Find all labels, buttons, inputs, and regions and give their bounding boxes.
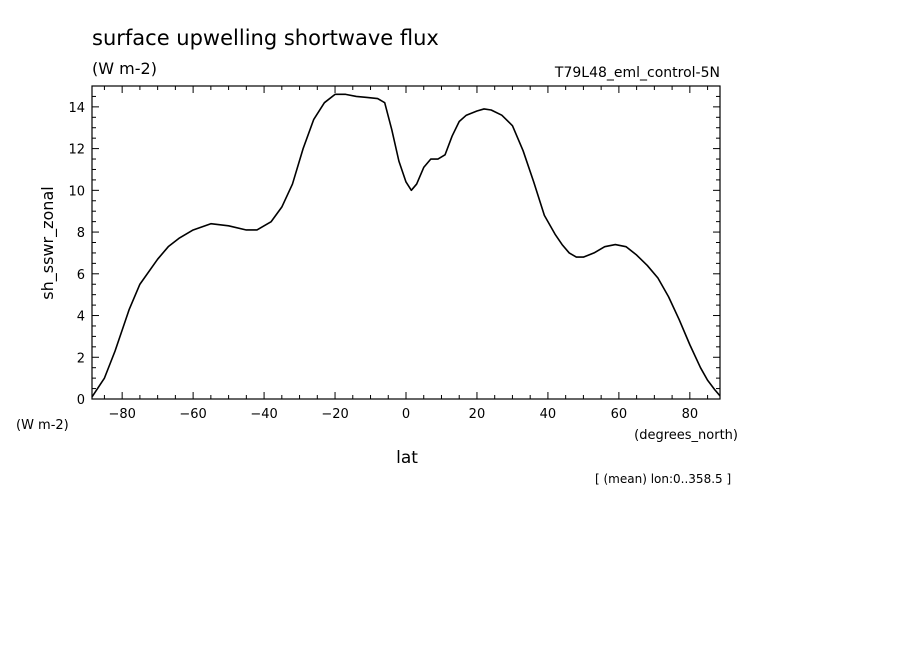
x-tick-label: −40 <box>250 407 277 422</box>
x-axis-label: lat <box>396 448 418 468</box>
y-axis-units: (W m-2) <box>16 418 69 433</box>
x-tick-label: 80 <box>682 407 699 422</box>
y-axis-label: sh_sswr_zonal <box>38 186 58 299</box>
x-tick-label: −20 <box>321 407 348 422</box>
y-tick-label: 4 <box>77 310 85 325</box>
units-label: (W m-2) <box>92 59 157 78</box>
x-tick-label: 40 <box>540 407 557 422</box>
x-axis-units: (degrees_north) <box>634 428 738 443</box>
series-line <box>91 93 721 398</box>
chart-title: surface upwelling shortwave flux <box>92 26 439 50</box>
y-tick-label: 12 <box>68 143 85 158</box>
y-tick-label: 0 <box>77 393 85 408</box>
x-tick-label: 20 <box>469 407 486 422</box>
x-tick-label: 0 <box>402 407 410 422</box>
x-tick-label: −60 <box>179 407 206 422</box>
tick-labels: −80 −60 −40 −20 0 20 40 60 80 0 2 4 6 8 10 12 14 <box>68 101 698 422</box>
footer-note: [ (mean) lon:0..358.5 ] <box>595 472 731 486</box>
x-tick-label: −80 <box>108 407 135 422</box>
y-tick-label: 14 <box>68 101 85 116</box>
axis-ticks <box>92 85 720 400</box>
y-tick-label: 2 <box>77 351 85 366</box>
x-tick-label: 60 <box>611 407 628 422</box>
plot-frame <box>91 85 721 400</box>
y-tick-label: 6 <box>77 268 85 283</box>
y-tick-label: 10 <box>68 184 85 199</box>
y-tick-label: 8 <box>77 226 85 241</box>
dataset-label: T79L48_eml_control-5N <box>554 65 720 81</box>
